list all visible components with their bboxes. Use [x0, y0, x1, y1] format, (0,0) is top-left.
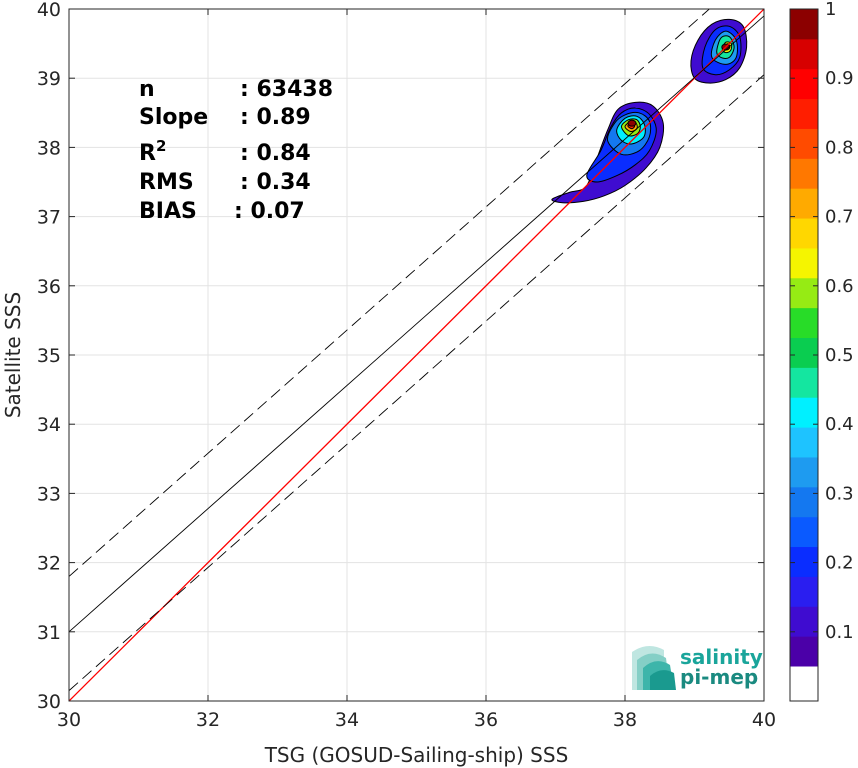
colorbar-tick-label: 0.8 — [825, 137, 854, 158]
y-tick-label: 36 — [37, 276, 61, 298]
regression-fit-line — [69, 15, 764, 633]
colorbar-band — [790, 516, 818, 548]
colorbar-band — [790, 218, 818, 249]
lower-bound-line — [69, 74, 764, 691]
y-axis-title: Satellite SSS — [1, 292, 25, 418]
colorbar-band — [790, 38, 818, 70]
colorbar-empty-band — [790, 666, 818, 701]
y-tick-label: 37 — [37, 207, 61, 229]
colorbar-band — [790, 456, 818, 488]
colorbar-tick-label: 0.9 — [825, 68, 854, 89]
colorbar-band — [790, 576, 818, 607]
colorbar-band — [790, 277, 818, 309]
colorbar — [789, 8, 819, 702]
colorbar-tick-label: 0.7 — [825, 207, 854, 228]
x-tick-label: 32 — [196, 709, 220, 731]
y-tick-label: 33 — [37, 483, 61, 505]
colorbar-band — [790, 188, 818, 219]
stat-label: BIAS — [139, 199, 197, 224]
colorbar-band — [790, 9, 818, 40]
colorbar-band — [790, 307, 818, 338]
y-tick-label: 38 — [37, 137, 61, 159]
logo-text-salinity: salinity — [680, 645, 763, 669]
stat-value: : 0.89 — [240, 105, 311, 130]
colorbar-band — [790, 247, 818, 279]
colorbar-band — [790, 98, 818, 129]
stat-value: : 0.84 — [240, 141, 311, 166]
stat-label: RMS — [139, 170, 194, 195]
density-peak — [627, 119, 637, 127]
stat-label: R2 — [139, 137, 166, 166]
stat-label: n — [139, 77, 155, 102]
colorbar-tick-label: 0.3 — [825, 483, 854, 504]
stat-value: : 0.07 — [234, 199, 305, 224]
density-cluster-1 — [551, 101, 665, 204]
x-tick-label: 34 — [335, 709, 359, 731]
colorbar-tick-label: 0.1 — [825, 622, 854, 643]
x-tick-label: 38 — [613, 709, 637, 731]
y-tick-label: 30 — [37, 691, 61, 713]
statistics-block: n : 63438 Slope : 0.89 R2 : 0.84 RMS : 0.34 BIAS… — [139, 77, 333, 224]
stat-label: Slope — [139, 105, 208, 130]
colorbar-tick-label: 0.2 — [825, 553, 854, 574]
density-contours — [551, 18, 748, 204]
colorbar-tick-label: 0.5 — [825, 345, 854, 366]
logo-text-pi-mep: pi-mep — [680, 665, 758, 689]
colorbar-band — [790, 128, 818, 159]
upper-bound-line — [69, 9, 711, 577]
x-axis-ticks: 30 32 34 36 38 40 — [57, 9, 776, 731]
y-tick-label: 31 — [37, 622, 61, 644]
x-tick-label: 30 — [57, 709, 81, 731]
stat-value: : 63438 — [240, 77, 333, 102]
colorbar-band — [790, 337, 818, 368]
colorbar-band — [790, 636, 818, 667]
stat-value: : 0.34 — [240, 170, 311, 195]
colorbar-ticks: 0.1 0.2 0.3 0.4 0.5 0.6 0.7 0.8 0.9 1 — [790, 0, 854, 643]
colorbar-tick-label: 1 — [825, 0, 836, 20]
colorbar-band — [790, 427, 818, 458]
colorbar-band — [790, 486, 818, 518]
colorbar-band — [790, 397, 818, 428]
colorbar-band — [790, 68, 818, 100]
y-tick-label: 40 — [37, 0, 61, 21]
y-axis-ticks: 30 31 32 33 34 35 36 37 38 39 40 — [37, 0, 764, 713]
logo-waves-icon — [632, 645, 676, 690]
colorbar-band — [790, 367, 818, 398]
colorbar-band — [790, 158, 818, 189]
y-tick-label: 35 — [37, 345, 61, 367]
x-axis-title: TSG (GOSUD-Sailing-ship) SSS — [264, 743, 569, 767]
y-tick-label: 39 — [37, 68, 61, 90]
x-tick-label: 40 — [752, 709, 776, 731]
y-tick-label: 32 — [37, 553, 61, 575]
salinity-pi-mep-logo: salinity pi-mep — [632, 645, 763, 690]
one-to-one-line — [69, 9, 764, 701]
y-tick-label: 34 — [37, 414, 61, 436]
reference-lines — [69, 9, 764, 701]
colorbar-tick-label: 0.6 — [825, 276, 854, 297]
colorbar-band — [790, 546, 818, 577]
x-tick-label: 36 — [474, 709, 498, 731]
colorbar-tick-label: 0.4 — [825, 414, 854, 435]
